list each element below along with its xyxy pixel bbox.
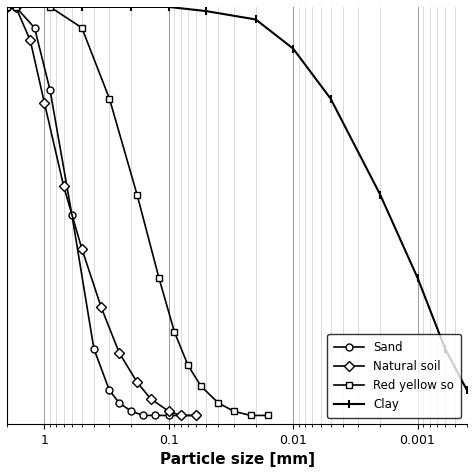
Red yellow so — [134, 191, 140, 197]
Clay — [79, 4, 85, 10]
Natural soil — [117, 350, 122, 356]
Red yellow so — [265, 412, 271, 418]
Clay — [203, 8, 209, 14]
Clay — [4, 4, 10, 10]
Line: Clay: Clay — [3, 3, 471, 394]
Legend: Sand, Natural soil, Red yellow so, Clay: Sand, Natural soil, Red yellow so, Clay — [327, 334, 461, 418]
Clay — [415, 275, 420, 281]
Sand — [166, 412, 172, 418]
Sand — [178, 412, 184, 418]
Sand — [32, 25, 37, 31]
Sand — [47, 88, 53, 93]
Red yellow so — [198, 383, 204, 389]
Red yellow so — [13, 4, 18, 10]
Red yellow so — [4, 4, 10, 10]
Natural soil — [166, 409, 172, 414]
Clay — [377, 191, 383, 197]
Line: Red yellow so: Red yellow so — [3, 3, 271, 419]
Line: Sand: Sand — [3, 3, 200, 419]
Natural soil — [79, 246, 85, 252]
Red yellow so — [107, 96, 112, 101]
Natural soil — [134, 379, 140, 385]
Red yellow so — [47, 4, 53, 10]
Red yellow so — [156, 275, 162, 281]
X-axis label: Particle size [mm]: Particle size [mm] — [159, 452, 315, 467]
Red yellow so — [185, 363, 191, 368]
Natural soil — [4, 4, 10, 10]
Clay — [290, 46, 296, 52]
Clay — [128, 4, 134, 10]
Clay — [328, 96, 333, 101]
Clay — [442, 346, 448, 352]
Sand — [193, 412, 199, 418]
Sand — [141, 412, 146, 418]
Clay — [464, 388, 470, 393]
Natural soil — [178, 412, 184, 418]
Sand — [69, 212, 75, 218]
Clay — [253, 17, 258, 22]
Sand — [91, 346, 97, 352]
Line: Natural soil: Natural soil — [3, 3, 200, 419]
Red yellow so — [172, 329, 177, 335]
Sand — [4, 4, 10, 10]
Natural soil — [42, 100, 47, 106]
Natural soil — [61, 183, 66, 189]
Natural soil — [193, 412, 199, 418]
Natural soil — [148, 396, 154, 401]
Sand — [128, 409, 134, 414]
Red yellow so — [79, 25, 85, 31]
Sand — [13, 4, 18, 10]
Natural soil — [98, 304, 104, 310]
Sand — [152, 412, 157, 418]
Red yellow so — [248, 412, 254, 418]
Red yellow so — [216, 400, 221, 406]
Natural soil — [13, 4, 18, 10]
Clay — [166, 4, 172, 10]
Natural soil — [27, 37, 33, 43]
Sand — [117, 400, 122, 406]
Sand — [107, 388, 112, 393]
Red yellow so — [231, 409, 237, 414]
